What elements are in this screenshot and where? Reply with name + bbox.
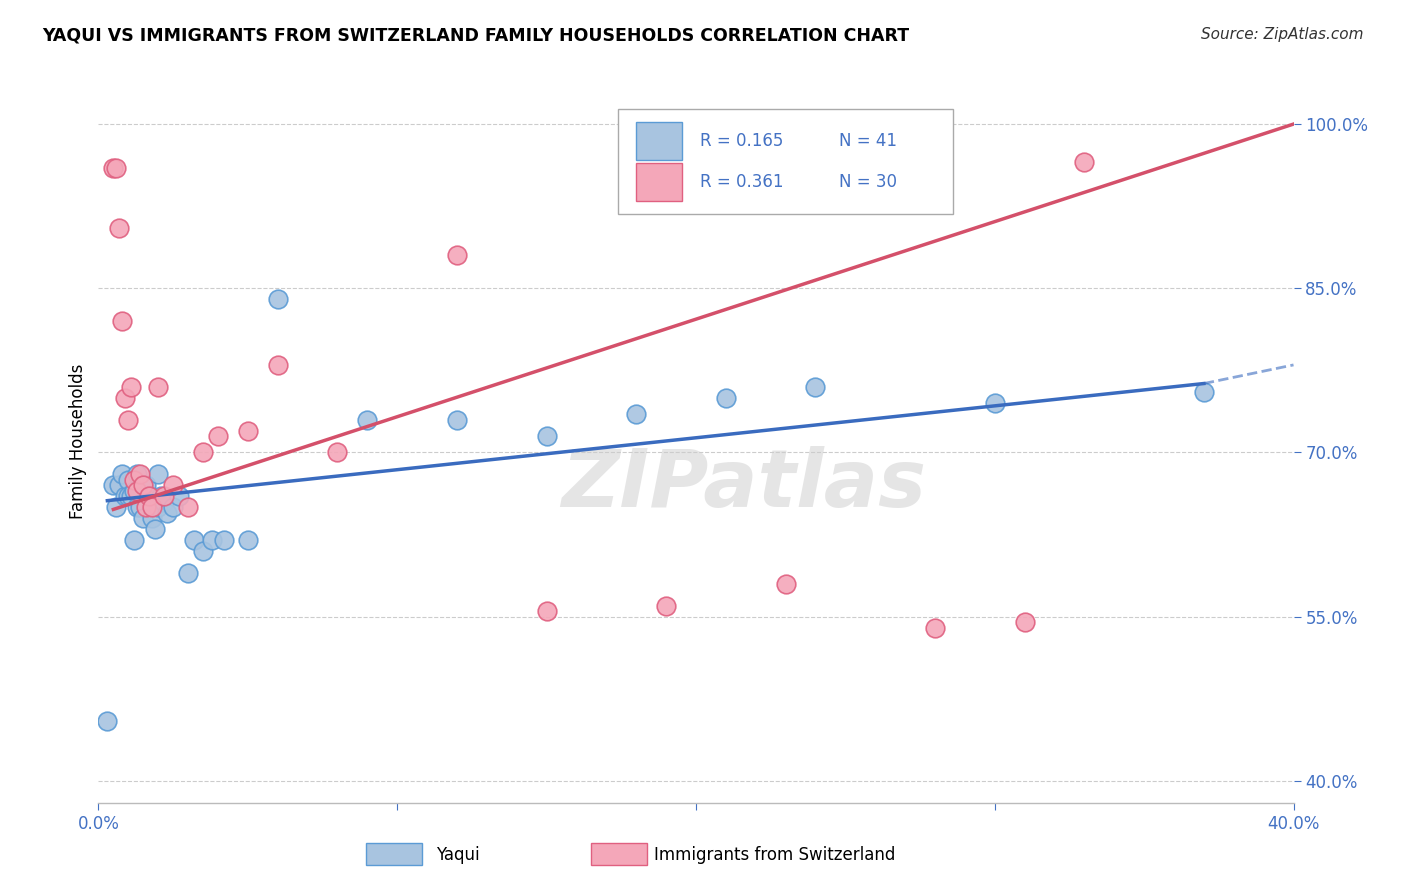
Point: [108, 478, 131, 492]
Point: [236, 424, 259, 438]
Point: [141, 500, 163, 515]
Point: [326, 445, 349, 459]
Point: [177, 500, 200, 515]
Text: Source: ZipAtlas.com: Source: ZipAtlas.com: [1201, 27, 1364, 42]
Point: [148, 467, 170, 482]
Point: [129, 467, 152, 482]
Point: [183, 533, 205, 547]
Text: N = 30: N = 30: [839, 173, 897, 191]
Point: [201, 533, 224, 547]
Point: [1014, 615, 1036, 629]
Point: [124, 483, 146, 498]
Point: [108, 221, 131, 235]
Point: [148, 380, 170, 394]
Point: [162, 500, 184, 515]
Point: [984, 396, 1007, 410]
Point: [124, 533, 146, 547]
Text: Yaqui: Yaqui: [436, 846, 479, 863]
Point: [127, 483, 149, 498]
Point: [1073, 155, 1095, 169]
Point: [924, 621, 946, 635]
Point: [103, 478, 125, 492]
Point: [138, 489, 160, 503]
Point: [117, 489, 139, 503]
FancyBboxPatch shape: [637, 163, 682, 201]
Point: [1192, 385, 1215, 400]
Point: [804, 380, 827, 394]
Point: [117, 412, 139, 426]
Text: R = 0.361: R = 0.361: [700, 173, 783, 191]
Point: [138, 489, 160, 503]
Point: [127, 500, 149, 515]
Text: ZIPatlas: ZIPatlas: [561, 446, 927, 524]
Point: [135, 478, 157, 492]
FancyBboxPatch shape: [619, 109, 953, 214]
Point: [132, 511, 155, 525]
Point: [626, 407, 648, 421]
Point: [135, 500, 157, 515]
Point: [111, 467, 134, 482]
Point: [536, 429, 558, 443]
Point: [207, 429, 229, 443]
Point: [120, 380, 142, 394]
Point: [267, 292, 290, 306]
Point: [141, 511, 163, 525]
Text: R = 0.165: R = 0.165: [700, 132, 783, 150]
Point: [127, 467, 149, 482]
Point: [775, 577, 797, 591]
Point: [105, 500, 128, 515]
Point: [156, 506, 179, 520]
Point: [212, 533, 235, 547]
Point: [267, 358, 290, 372]
Y-axis label: Family Households: Family Households: [69, 364, 87, 519]
Point: [120, 489, 142, 503]
Text: Immigrants from Switzerland: Immigrants from Switzerland: [654, 846, 896, 863]
Point: [153, 494, 176, 508]
Text: YAQUI VS IMMIGRANTS FROM SWITZERLAND FAMILY HOUSEHOLDS CORRELATION CHART: YAQUI VS IMMIGRANTS FROM SWITZERLAND FAM…: [42, 27, 910, 45]
Point: [132, 478, 155, 492]
Point: [124, 473, 146, 487]
Point: [129, 500, 152, 515]
Point: [148, 500, 170, 515]
Point: [191, 445, 214, 459]
FancyBboxPatch shape: [637, 122, 682, 160]
Point: [191, 544, 214, 558]
Point: [105, 161, 128, 175]
Point: [111, 314, 134, 328]
Point: [446, 412, 468, 426]
Text: N = 41: N = 41: [839, 132, 897, 150]
Point: [114, 489, 136, 503]
Point: [167, 489, 190, 503]
Point: [655, 599, 678, 613]
Point: [103, 161, 125, 175]
Point: [114, 391, 136, 405]
Point: [96, 714, 118, 728]
Point: [150, 489, 173, 503]
Point: [714, 391, 737, 405]
Point: [117, 473, 139, 487]
Point: [356, 412, 378, 426]
Point: [446, 248, 468, 262]
Point: [162, 478, 184, 492]
Point: [177, 566, 200, 580]
Point: [236, 533, 259, 547]
Point: [153, 489, 176, 503]
Point: [143, 522, 166, 536]
Point: [536, 604, 558, 618]
